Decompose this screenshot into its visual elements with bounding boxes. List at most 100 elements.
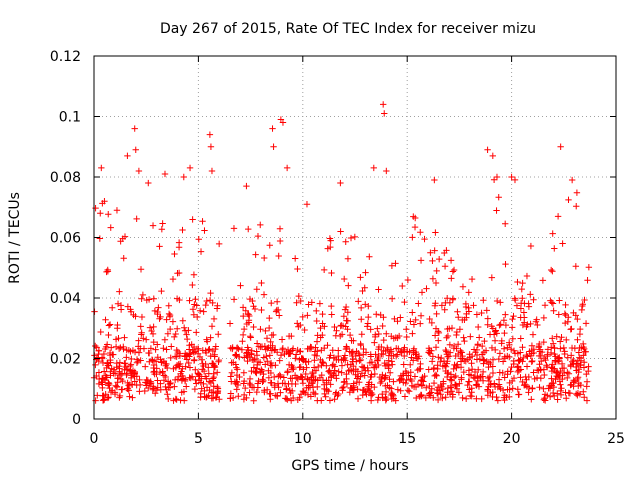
data-point: [455, 389, 463, 396]
data-point: [107, 368, 114, 375]
data-point: [403, 333, 410, 341]
data-point: [459, 283, 467, 290]
data-point: [102, 345, 109, 353]
data-point: [467, 392, 474, 400]
data-point: [373, 311, 380, 318]
data-point: [505, 339, 513, 346]
data-point: [367, 373, 374, 381]
data-point: [171, 250, 178, 258]
data-point: [183, 335, 191, 343]
data-point: [367, 353, 375, 360]
data-point: [101, 396, 108, 403]
data-point: [150, 338, 157, 346]
data-point: [102, 372, 109, 379]
data-point: [453, 345, 460, 352]
data-point: [580, 352, 587, 359]
data-point: [213, 393, 220, 401]
y-tick-label: 0: [72, 412, 81, 428]
data-point: [452, 372, 459, 380]
data-point: [580, 359, 588, 366]
data-point: [140, 345, 148, 352]
data-point: [342, 303, 350, 311]
data-point: [401, 393, 409, 400]
data-point: [208, 167, 216, 175]
data-point: [431, 247, 438, 254]
data-point: [98, 164, 105, 172]
data-point: [450, 266, 458, 274]
data-point: [519, 279, 526, 287]
data-point: [585, 264, 593, 271]
data-point: [457, 349, 465, 356]
data-point: [230, 225, 238, 232]
data-point: [432, 344, 440, 351]
data-point: [474, 377, 482, 385]
data-point: [565, 370, 573, 377]
data-point: [397, 314, 404, 321]
data-point: [163, 346, 170, 353]
data-point: [574, 336, 581, 343]
data-point: [405, 372, 412, 379]
data-point: [520, 354, 527, 362]
data-point: [427, 249, 434, 256]
data-point: [173, 295, 181, 302]
data-point: [410, 321, 418, 328]
data-point: [367, 326, 374, 333]
data-point: [514, 364, 521, 371]
data-point: [279, 346, 286, 353]
data-point: [403, 326, 410, 333]
data-point: [276, 371, 283, 379]
data-point: [162, 360, 169, 367]
data-point: [557, 338, 564, 345]
data-point: [326, 235, 334, 242]
data-point: [468, 275, 476, 283]
data-point: [165, 302, 172, 309]
data-point: [197, 379, 204, 386]
data-point: [199, 218, 206, 225]
data-point: [192, 376, 199, 384]
data-point: [358, 331, 365, 338]
data-point: [386, 384, 393, 391]
data-point: [299, 355, 306, 363]
data-point: [172, 364, 180, 371]
data-point: [263, 386, 271, 393]
data-point: [183, 331, 190, 338]
data-point: [129, 394, 136, 401]
data-point: [409, 357, 417, 364]
data-point: [456, 380, 463, 387]
data-point: [446, 299, 454, 306]
data-point: [233, 386, 240, 393]
data-point: [519, 344, 526, 351]
data-point: [499, 386, 507, 394]
data-point: [422, 394, 430, 402]
data-point: [338, 362, 346, 369]
data-point: [253, 286, 261, 293]
data-point: [243, 182, 250, 190]
data-point: [333, 327, 340, 334]
data-point: [473, 395, 480, 402]
data-point: [134, 358, 142, 365]
data-point: [386, 369, 394, 376]
data-point: [407, 369, 414, 376]
data-point: [160, 345, 167, 352]
data-point: [392, 352, 400, 360]
data-point: [212, 345, 219, 353]
data-point: [332, 389, 340, 396]
data-point: [257, 343, 264, 351]
data-point: [106, 384, 113, 392]
data-point: [156, 243, 163, 250]
data-point: [307, 393, 315, 400]
data-point: [294, 396, 301, 404]
data-point: [488, 274, 496, 281]
data-point: [192, 296, 199, 303]
data-point: [440, 378, 447, 385]
data-point: [104, 268, 112, 275]
data-point: [159, 368, 166, 375]
data-point: [557, 391, 565, 399]
data-point: [210, 389, 217, 396]
data-point: [183, 383, 190, 390]
data-point: [350, 382, 357, 390]
data-point: [581, 394, 588, 401]
data-point: [415, 300, 422, 307]
data-point: [447, 349, 454, 356]
data-point: [245, 225, 252, 233]
